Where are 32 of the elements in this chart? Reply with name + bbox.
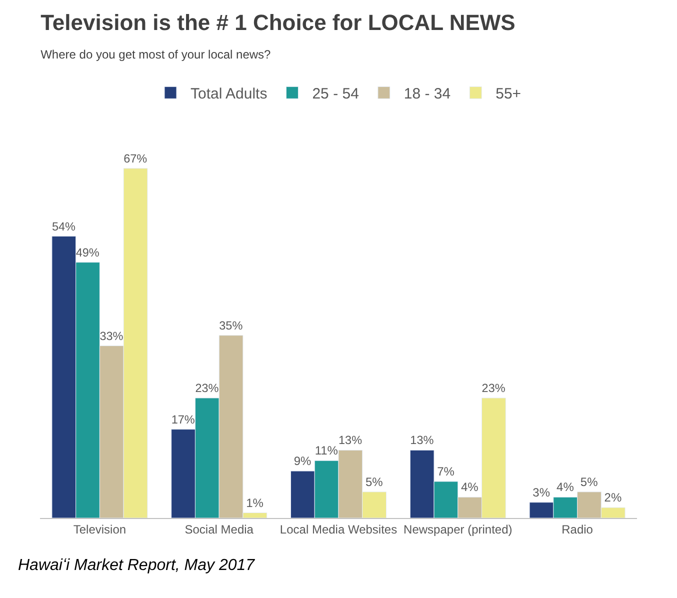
data-label: 54%	[52, 220, 76, 234]
legend-label: 55+	[496, 86, 522, 102]
data-label: 67%	[124, 152, 148, 166]
data-label: 1%	[246, 496, 264, 510]
data-label: 23%	[482, 382, 506, 396]
data-label: 49%	[76, 246, 100, 260]
x-tick-label: Newspaper (printed)	[404, 522, 512, 536]
data-label: 33%	[100, 330, 124, 343]
data-label: 3%	[532, 485, 550, 500]
legend-label: Total Adults	[190, 86, 268, 102]
data-label: 23%	[195, 382, 220, 396]
data-label: 5%	[365, 474, 384, 489]
data-label: 2%	[604, 490, 622, 505]
x-tick-label: Local Media Websites	[280, 522, 398, 536]
data-label: 35%	[219, 319, 244, 332]
data-label: 5%	[580, 474, 598, 489]
text: Hawaiʻi Market Report, May 2017	[18, 557, 256, 574]
data-label: 11%	[314, 444, 338, 458]
legend-label: 25 - 54	[312, 86, 359, 102]
x-tick-label: Radio	[562, 522, 594, 536]
data-label: 13%	[338, 434, 363, 448]
data-label: 9%	[294, 454, 312, 468]
x-tick-label: Television	[73, 522, 126, 536]
data-label: 7%	[437, 464, 455, 478]
chart-subtitle: Where do you get most of your local news?	[40, 48, 272, 62]
legend-label: 18 - 34	[404, 86, 451, 102]
data-label: 4%	[556, 480, 574, 494]
data-label: 13%	[410, 434, 434, 448]
x-tick-label: Social Media	[184, 522, 254, 536]
data-label: 17%	[171, 413, 196, 426]
chart-title: Television is the # 1 Choice for LOCAL NEWS	[40, 10, 516, 35]
data-label: 4%	[461, 480, 479, 494]
